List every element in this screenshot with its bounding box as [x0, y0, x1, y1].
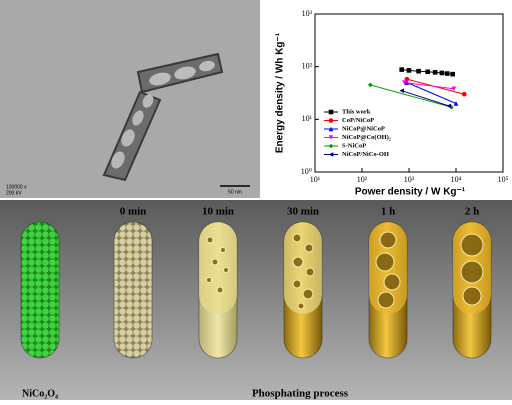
void	[305, 244, 313, 252]
x-axis-label: Power density / W Kg⁻¹	[355, 187, 466, 198]
y-tick-label: 10⁰	[301, 167, 312, 176]
void	[303, 289, 313, 299]
void	[207, 237, 213, 243]
x-tick-label: 10⁵	[498, 175, 509, 184]
void	[306, 268, 314, 276]
marker	[407, 68, 412, 73]
precursor-label: NiCo₂O₄	[22, 388, 58, 399]
void	[224, 268, 229, 273]
marker	[462, 92, 467, 97]
legend-label: NiCoP@NiCoP	[342, 125, 385, 132]
void	[217, 287, 223, 293]
void	[463, 287, 481, 305]
legend-label: S-NiCoP	[342, 142, 366, 149]
marker	[329, 110, 334, 115]
stage-label: 2 h	[465, 206, 479, 218]
rod	[114, 222, 152, 358]
void	[221, 248, 226, 253]
stage-label: 30 min	[287, 206, 319, 218]
void	[380, 232, 396, 248]
stage-label: 10 min	[202, 206, 234, 218]
y-axis-label: Energy density / Wh Kg⁻¹	[275, 32, 286, 153]
y-tick-label: 10¹	[302, 114, 313, 123]
void	[293, 234, 301, 242]
caption: Phosphating process	[252, 388, 349, 400]
void	[207, 278, 212, 283]
marker	[329, 118, 334, 123]
legend-label: This work	[342, 108, 371, 115]
x-tick-label: 10³	[404, 175, 415, 184]
marker	[445, 71, 450, 76]
void	[376, 253, 394, 271]
chart-panel	[260, 0, 512, 200]
marker	[425, 69, 430, 74]
schematic-background	[0, 200, 512, 400]
scale-bar-label: 50 nm	[228, 189, 242, 195]
tem-voltage: 200 kV	[6, 190, 22, 196]
legend-label: NiCoP/NiCo-OH	[342, 151, 389, 158]
void	[384, 274, 400, 290]
precursor-rod	[21, 222, 59, 358]
marker	[440, 71, 445, 76]
rod-top	[199, 222, 237, 314]
marker	[399, 67, 404, 72]
y-tick-label: 10²	[302, 61, 313, 70]
void	[293, 257, 303, 267]
y-tick-label: 10³	[302, 9, 313, 18]
x-tick-label: 10¹	[310, 175, 321, 184]
void	[461, 234, 483, 256]
figure: 100000 x 200 kV 50 nm 10¹10²10³10⁴10⁵10⁰…	[0, 0, 512, 400]
void	[378, 292, 394, 308]
legend-label: NiCoP@Co(OH)₂	[342, 134, 391, 141]
marker	[416, 69, 421, 74]
marker	[433, 70, 438, 75]
void	[293, 280, 301, 288]
void	[298, 303, 304, 309]
stage-label: 0 min	[120, 206, 147, 218]
void	[212, 259, 218, 265]
legend-label: CoP/NiCoP	[342, 117, 374, 124]
rod-top	[284, 222, 322, 314]
x-tick-label: 10⁴	[451, 175, 462, 184]
void	[461, 261, 483, 283]
x-tick-label: 10²	[357, 175, 368, 184]
marker	[450, 72, 455, 77]
stage-label: 1 h	[381, 206, 395, 218]
